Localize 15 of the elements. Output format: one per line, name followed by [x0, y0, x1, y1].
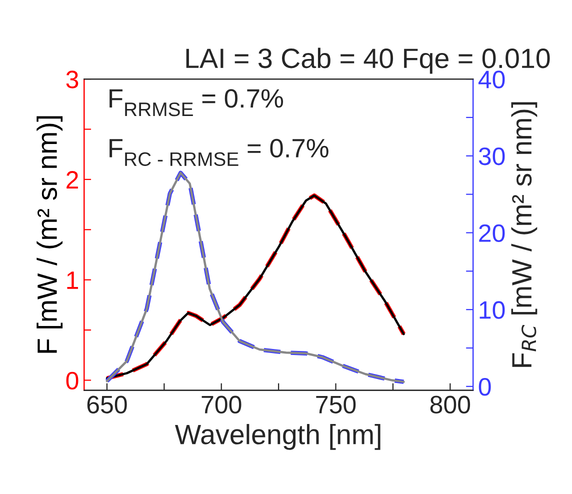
x-tick-label: 650	[87, 396, 127, 414]
y2-tick-label: 10	[480, 301, 505, 319]
y2-tick-label: 20	[479, 224, 505, 242]
y2-tick-label: 30	[478, 147, 505, 166]
y-tick-label: 0	[66, 372, 78, 390]
y-tick-label: 3	[66, 70, 78, 88]
y2-axis-title: F$_{RC}$ [mW / (m² sr nm)]	[511, 102, 538, 367]
y-tick-label: 2	[66, 171, 78, 188]
y-axis-title: F [mW / (m² sr nm)]	[36, 116, 63, 353]
y-tick-label: 1	[67, 272, 78, 289]
y2-tick-label: 0	[478, 378, 491, 396]
x-axis-title: Wavelength [nm]	[175, 424, 380, 450]
x-tick-label: 800	[430, 396, 470, 414]
x-tick-label: 700	[202, 396, 242, 414]
x-tick-label: 750	[316, 396, 356, 414]
